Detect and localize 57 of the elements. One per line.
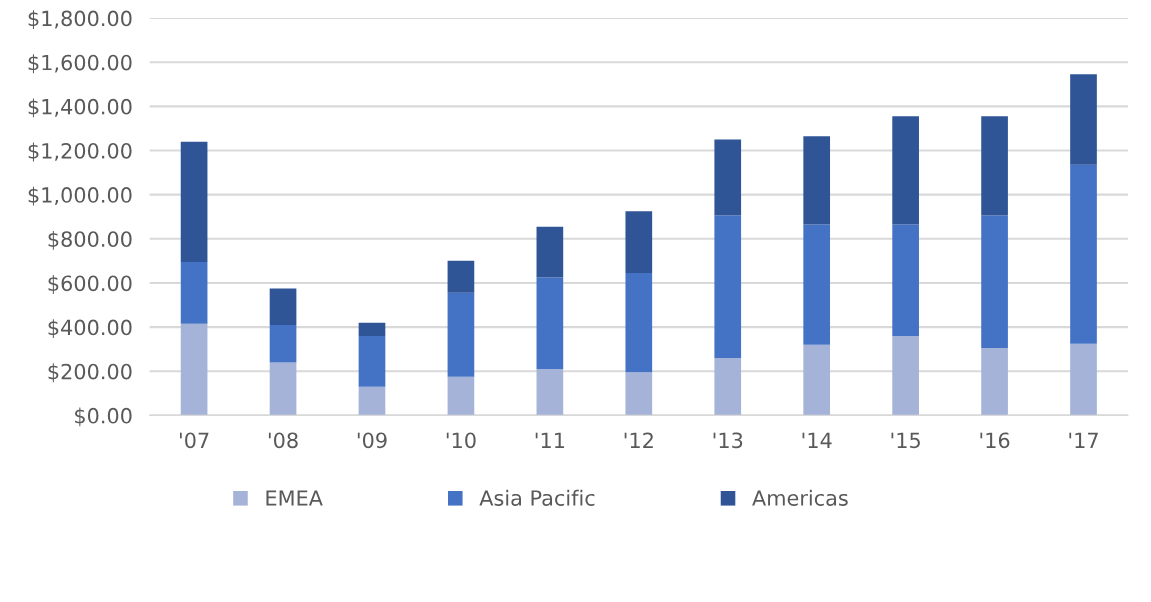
legend-label: Asia Pacific (479, 489, 595, 506)
x-tick-label: '15 (891, 432, 920, 449)
bar (1070, 164, 1097, 344)
bar (803, 136, 831, 225)
x-tick-label: '11 (535, 432, 565, 448)
bar (981, 348, 1008, 416)
bar (625, 211, 653, 274)
bar (536, 277, 564, 370)
x-tick-label: '10 (446, 432, 476, 449)
y-tick-label: $1,200.00 (28, 142, 132, 162)
y-tick-label: $1,400.00 (28, 98, 132, 118)
bar (981, 215, 1008, 349)
bar (536, 226, 564, 278)
x-tick-label: '16 (980, 432, 1010, 449)
bar (892, 335, 919, 416)
x-tick-label: '14 (802, 432, 832, 448)
legend-label: Americas (752, 489, 848, 506)
y-tick-label: $200.00 (48, 363, 132, 383)
bar (803, 224, 831, 345)
bar (625, 273, 653, 373)
bar (892, 116, 919, 225)
bar (1070, 74, 1097, 165)
bar (269, 324, 297, 363)
bar (714, 215, 742, 358)
bar (803, 344, 831, 416)
bar (536, 369, 564, 416)
bar (358, 322, 386, 336)
x-tick-label: '07 (179, 432, 209, 449)
y-tick-label: $600.00 (48, 275, 132, 294)
y-tick-label: $1,600.00 (28, 54, 132, 74)
bar (180, 323, 208, 416)
bar (981, 116, 1008, 216)
y-tick-label: $800.00 (48, 230, 132, 250)
bar (447, 260, 475, 293)
x-tick-label: '13 (713, 432, 743, 449)
x-tick-label: '08 (268, 432, 298, 449)
bar (358, 335, 386, 387)
bar (714, 139, 742, 216)
bar (358, 386, 386, 416)
bar (269, 288, 297, 325)
y-tick-label: $400.00 (48, 319, 132, 339)
bar (625, 372, 653, 416)
bar (447, 292, 475, 377)
x-tick-label: '09 (357, 432, 387, 449)
bar (447, 376, 475, 416)
legend-label: EMEA (266, 490, 323, 506)
x-tick-label: '17 (1069, 432, 1098, 448)
bar (1070, 343, 1097, 416)
y-tick-label: $1,800.00 (28, 10, 132, 30)
bar (269, 362, 297, 416)
y-tick-label: $0.00 (75, 407, 132, 427)
bar (180, 141, 208, 262)
bar (714, 357, 742, 416)
x-tick-label: '12 (624, 432, 653, 448)
bar (180, 261, 208, 324)
bar (892, 224, 919, 336)
y-tick-label: $1,000.00 (28, 186, 132, 206)
